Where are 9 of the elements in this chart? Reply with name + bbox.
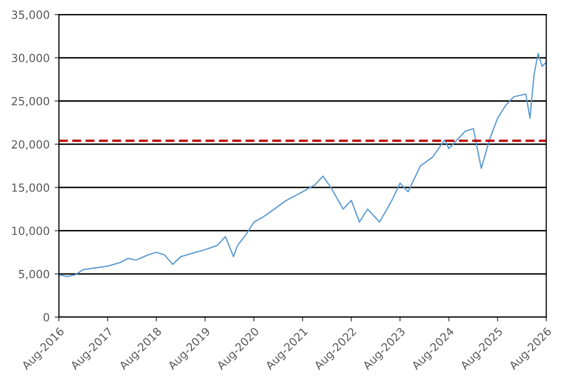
y-tick-label: 0 bbox=[44, 313, 50, 322]
y-tick-label: 20,000 bbox=[12, 140, 50, 150]
line-series bbox=[58, 52, 546, 278]
y-tick-label: 15,000 bbox=[12, 183, 50, 193]
y-tick-label: 10,000 bbox=[12, 226, 50, 236]
y-tick-label: 30,000 bbox=[12, 54, 50, 64]
y-tick-label: 35,000 bbox=[12, 10, 50, 20]
y-tick-label: 5,000 bbox=[18, 270, 50, 280]
y-tick-label: 25,000 bbox=[12, 96, 50, 107]
